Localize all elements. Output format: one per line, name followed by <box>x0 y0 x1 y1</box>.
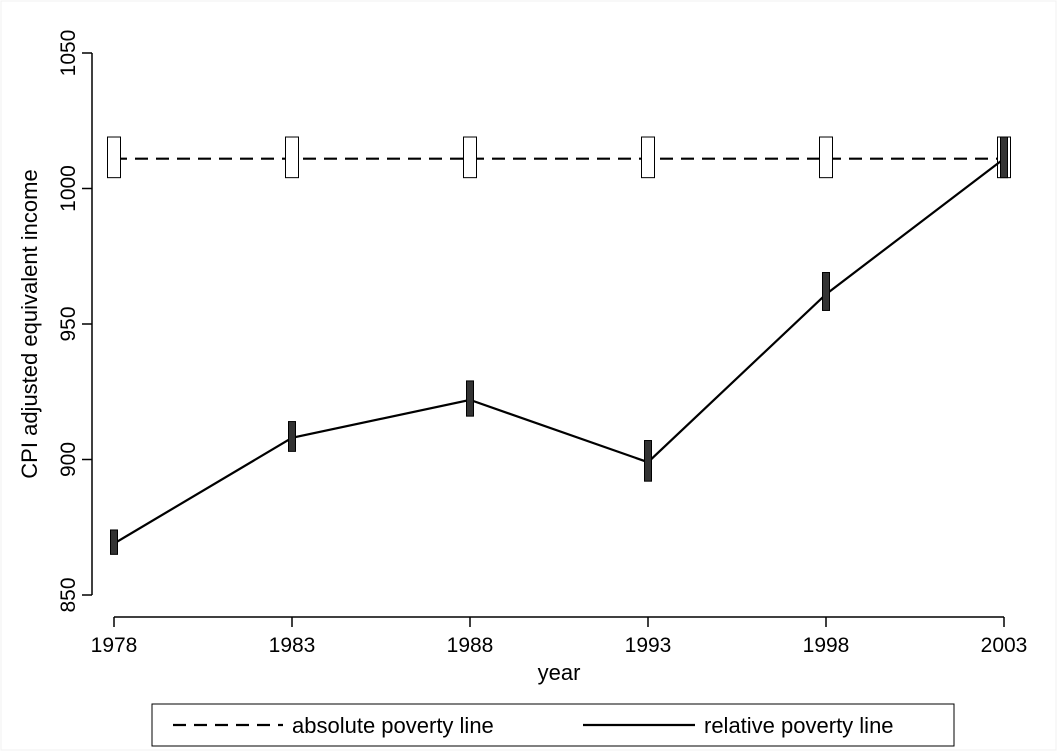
y-axis-title: CPI adjusted equivalent income <box>17 169 42 478</box>
series-line-relative-poverty-line <box>113 157 1005 545</box>
x-tick-label-1983: 1983 <box>269 634 316 657</box>
data-point-absolute-poverty-line-1998 <box>819 136 833 179</box>
x-axis-ticks: 1978 1983 1988 1993 1998 2003 <box>91 617 1028 657</box>
data-point-absolute-poverty-line-1993 <box>641 136 655 179</box>
y-tick-label-950: 950 <box>57 306 80 341</box>
y-tick-label-900: 900 <box>57 442 80 477</box>
data-point-relative-poverty-line-1998 <box>822 272 830 311</box>
legend-label-absolute-poverty-line: absolute poverty line <box>292 713 494 738</box>
y-tick-label-1050: 1050 <box>57 30 80 77</box>
x-axis-title: year <box>538 660 581 685</box>
series-layer <box>107 136 1011 555</box>
data-point-absolute-poverty-line-1978 <box>107 136 121 179</box>
y-tick-label-850: 850 <box>57 577 80 612</box>
y-axis-ticks: 850 900 950 1000 1050 <box>57 30 92 613</box>
data-point-relative-poverty-line-1993 <box>644 440 652 482</box>
x-tick-label-1998: 1998 <box>803 634 850 657</box>
y-tick-label-1000: 1000 <box>57 165 80 212</box>
legend: absolute poverty line relative poverty l… <box>151 703 955 747</box>
data-point-relative-poverty-line-1978 <box>110 529 118 555</box>
x-tick-label-1988: 1988 <box>447 634 494 657</box>
data-point-relative-poverty-line-2003 <box>1000 136 1008 179</box>
data-point-relative-poverty-line-1983 <box>288 421 296 452</box>
x-tick-label-1978: 1978 <box>91 634 138 657</box>
data-point-relative-poverty-line-1988 <box>466 380 474 417</box>
x-tick-label-2003: 2003 <box>981 634 1028 657</box>
legend-box <box>151 703 955 747</box>
legend-label-relative-poverty-line: relative poverty line <box>704 713 894 738</box>
x-tick-label-1993: 1993 <box>625 634 672 657</box>
data-point-absolute-poverty-line-1983 <box>285 136 299 179</box>
data-point-absolute-poverty-line-1988 <box>463 136 477 179</box>
